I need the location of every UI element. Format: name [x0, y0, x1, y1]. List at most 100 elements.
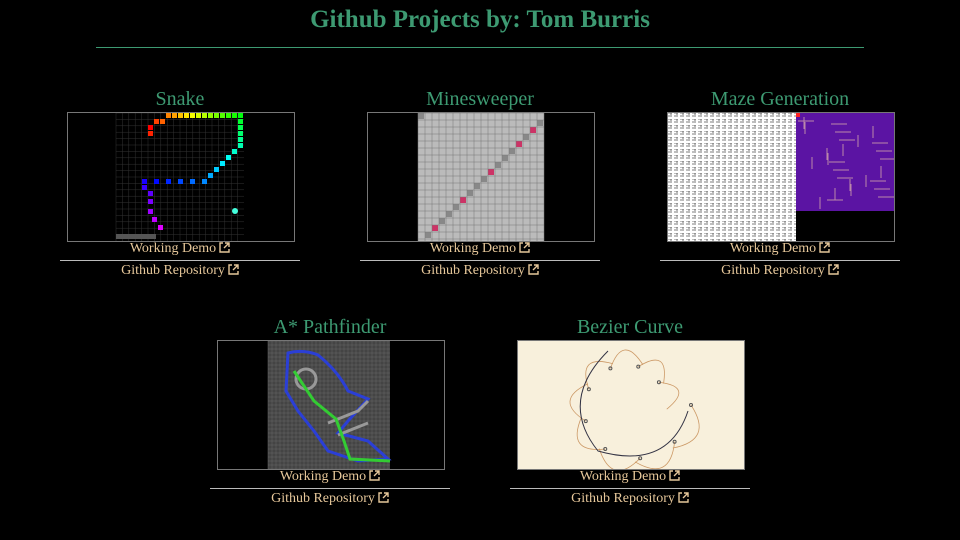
- repo-link[interactable]: Github Repository: [60, 263, 300, 279]
- thumbnail-shape: [220, 113, 225, 118]
- repo-link[interactable]: Github Repository: [510, 491, 750, 507]
- external-link-icon: [369, 470, 380, 481]
- thumbnail-shape: [502, 155, 508, 161]
- icon-stroke: [832, 264, 839, 271]
- thumbnail-shape: [148, 125, 153, 130]
- demo-link[interactable]: Working Demo: [510, 469, 750, 485]
- thumbnail-shape: [608, 366, 613, 371]
- thumbnail-shape: [148, 191, 153, 196]
- thumbnail-shape: [238, 131, 243, 136]
- thumbnail-shape: [446, 211, 452, 217]
- page-title: Github Projects by: Tom Burris: [310, 6, 650, 33]
- thumbnail-shape: [232, 113, 237, 118]
- thumbnail-shape: [586, 387, 591, 392]
- thumbnail-shape: [208, 113, 213, 118]
- thumbnail-shape: [418, 113, 424, 119]
- thumbnail-shape: [208, 173, 213, 178]
- thumbnail-shape: [214, 113, 219, 118]
- repo-link[interactable]: Github Repository: [660, 263, 900, 279]
- project-title: Minesweeper: [426, 88, 534, 110]
- thumbnail-shape: [530, 127, 536, 133]
- external-link-icon: [528, 264, 539, 275]
- project-thumbnail[interactable]: [667, 112, 895, 242]
- link-text: Github Repository: [571, 491, 675, 506]
- icon-stroke: [682, 492, 689, 499]
- link-text: Github Repository: [271, 491, 375, 506]
- demo-link[interactable]: Working Demo: [210, 469, 450, 485]
- icon-stroke: [669, 470, 680, 481]
- thumbnail-shape: [238, 143, 243, 148]
- demo-link[interactable]: Working Demo: [660, 241, 900, 257]
- icon-stroke: [223, 242, 230, 249]
- thumbnail-shape: [220, 161, 225, 166]
- thumbnail-shape: [439, 218, 445, 224]
- project-title: Snake: [155, 88, 205, 110]
- thumbnail-shape: [196, 113, 201, 118]
- thumbnail-shape: [610, 349, 644, 369]
- thumbnail-shape: [658, 381, 680, 410]
- link-separator: [510, 488, 750, 489]
- thumbnail-shape: [292, 370, 391, 463]
- icon-stroke: [378, 492, 389, 503]
- icon-stroke: [823, 242, 830, 249]
- thumbnail-shape: [238, 113, 243, 118]
- demo-link[interactable]: Working Demo: [60, 241, 300, 257]
- thumbnail-shape: [689, 403, 693, 407]
- thumbnail-shape: [537, 120, 543, 126]
- thumbnail-shape: [636, 364, 641, 369]
- title-rule: [96, 47, 864, 48]
- link-text: Working Demo: [729, 241, 817, 256]
- thumbnail-shape: [796, 113, 800, 117]
- thumbnail-shape: [638, 456, 643, 461]
- external-link-icon: [819, 242, 830, 253]
- thumbnail-shape: [579, 350, 689, 457]
- thumbnail-shape: [523, 134, 529, 140]
- icon-stroke: [232, 264, 239, 271]
- project-thumbnail[interactable]: [217, 340, 445, 470]
- thumbnail-shape: [172, 113, 177, 118]
- link-text: Github Repository: [121, 263, 225, 278]
- thumbnail-shape: [656, 380, 661, 385]
- thumbnail-shape: [488, 169, 494, 175]
- project-title: Bezier Curve: [576, 316, 684, 338]
- icon-stroke: [369, 470, 380, 481]
- project-thumbnail[interactable]: [67, 112, 295, 242]
- icon-stroke: [828, 264, 839, 275]
- thumbnail-shape: [226, 113, 231, 118]
- thumbnail-shape: [142, 179, 147, 184]
- thumbnail-shape: [154, 119, 159, 124]
- thumbnail-shape: [232, 149, 237, 154]
- thumbnail-shape: [178, 113, 183, 118]
- thumbnail-shape: [238, 119, 243, 124]
- external-link-icon: [228, 264, 239, 275]
- icon-stroke: [673, 470, 680, 477]
- link-text: Working Demo: [579, 469, 667, 484]
- thumbnail-shape: [160, 119, 165, 124]
- thumbnail-shape: [178, 179, 183, 184]
- thumbnail-shape: [202, 179, 207, 184]
- thumbnail-shape: [585, 361, 614, 390]
- repo-link[interactable]: Github Repository: [360, 263, 600, 279]
- thumbnail-shape: [603, 447, 608, 452]
- project-thumbnail[interactable]: [517, 340, 745, 470]
- external-link-icon: [519, 242, 530, 253]
- thumbnail-shape: [190, 179, 195, 184]
- icon-stroke: [523, 242, 530, 249]
- thumbnail-shape: [190, 113, 195, 118]
- project-thumbnail[interactable]: [367, 112, 595, 242]
- thumbnail-shape: [453, 204, 459, 210]
- repo-link[interactable]: Github Repository: [210, 491, 450, 507]
- thumbnail-shape: [432, 225, 438, 231]
- link-separator: [210, 488, 450, 489]
- external-link-icon: [219, 242, 230, 253]
- thumbnail-shape: [238, 137, 243, 142]
- link-separator: [660, 260, 900, 261]
- demo-link[interactable]: Working Demo: [360, 241, 600, 257]
- thumbnail-shape: [232, 208, 238, 214]
- project-title: Maze Generation: [710, 88, 850, 110]
- project-title: A* Pathfinder: [273, 316, 387, 338]
- icon-stroke: [532, 264, 539, 271]
- link-text: Working Demo: [129, 241, 217, 256]
- thumbnail-shape: [148, 209, 153, 214]
- icon-stroke: [373, 470, 380, 477]
